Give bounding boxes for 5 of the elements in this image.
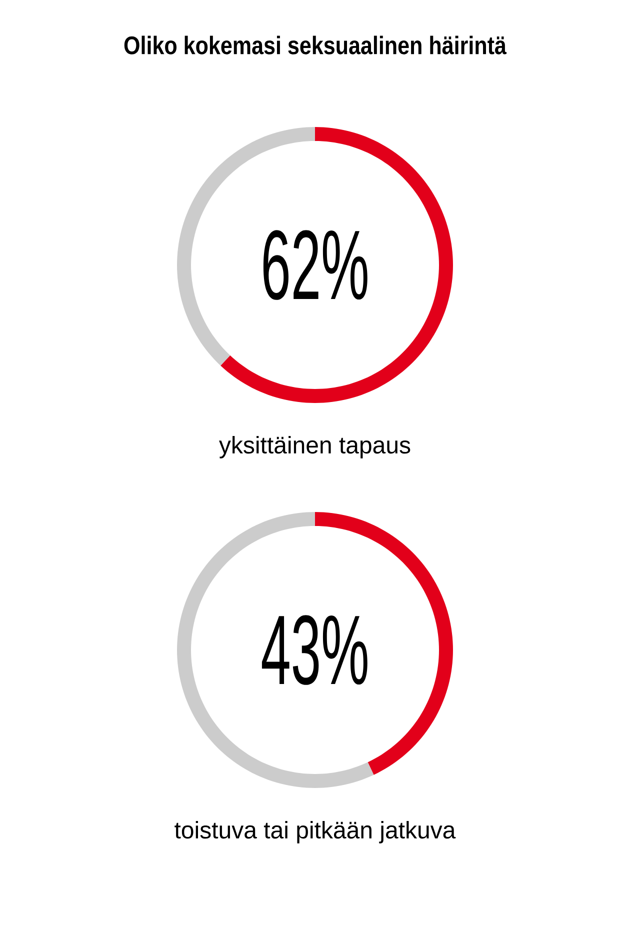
text: toistuva tai pitkään jatkuva xyxy=(174,820,456,844)
text: yksittäinen tapaus xyxy=(219,436,410,458)
text: 43% xyxy=(262,615,368,685)
chart-title: Oliko kokemasi seksuaalinen häirintä xyxy=(124,36,507,54)
text: 62% xyxy=(263,230,368,300)
